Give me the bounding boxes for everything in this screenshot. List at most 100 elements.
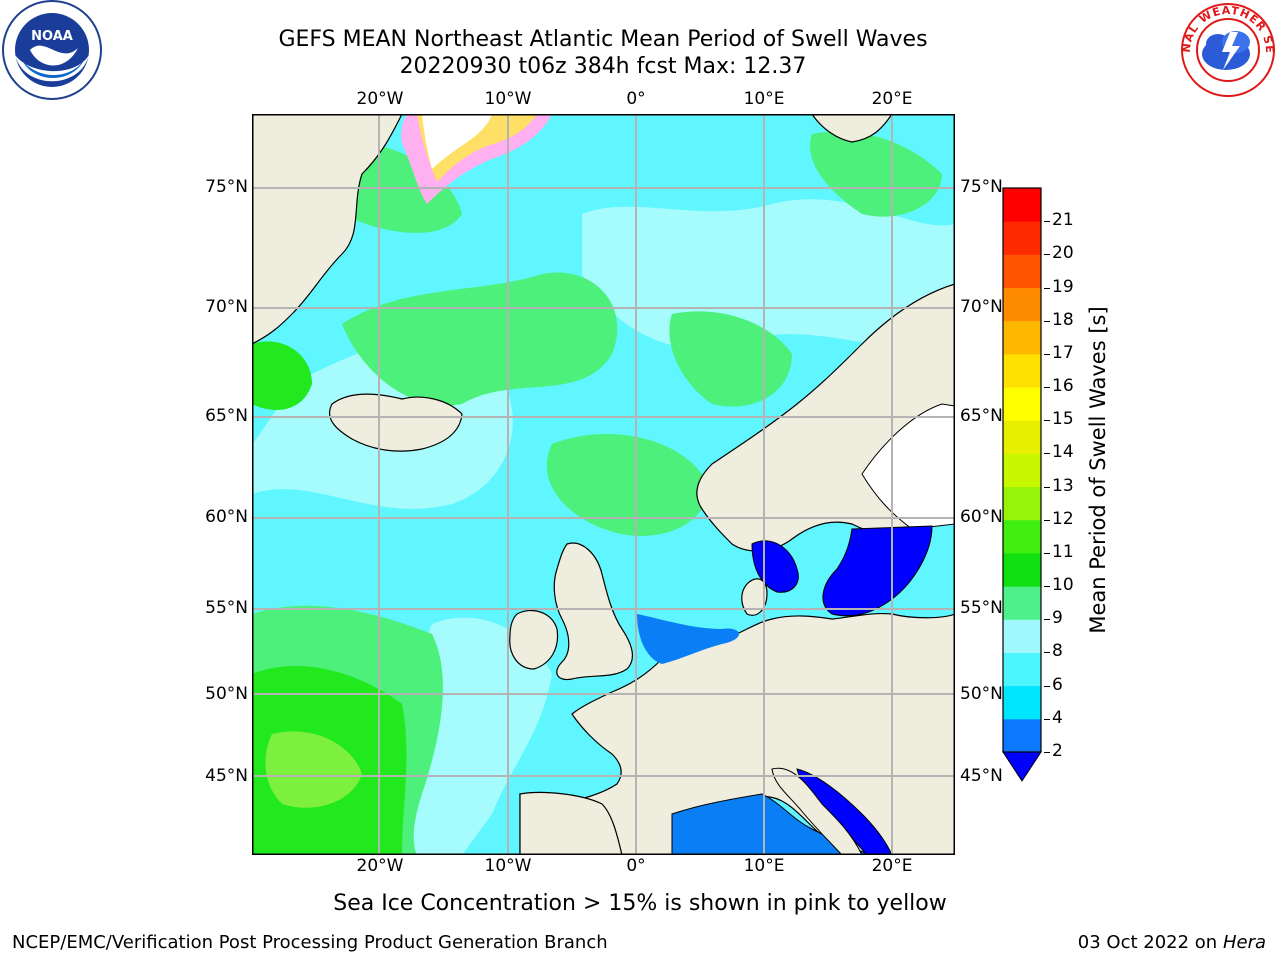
colorbar-tick-label: 13 bbox=[1052, 475, 1074, 496]
map-frame bbox=[252, 114, 955, 855]
lon-tick-top-20w: 20°W bbox=[356, 89, 404, 109]
colorbar-segment bbox=[1003, 387, 1041, 421]
lon-tick-top-0: 0° bbox=[626, 89, 646, 109]
land-greenland bbox=[252, 114, 403, 345]
colorbar-tick-label: 2 bbox=[1052, 741, 1063, 761]
colorbar-tick-label: 6 bbox=[1052, 674, 1063, 695]
footer-host: Hera bbox=[1222, 932, 1266, 953]
noaa-logo-text: NOAA bbox=[31, 29, 73, 44]
lon-tick-top-10e: 10°E bbox=[743, 89, 785, 109]
colorbar-tick-label: 12 bbox=[1052, 508, 1074, 529]
colorbar-tick-label: 11 bbox=[1052, 541, 1074, 562]
swell-zone-max bbox=[265, 731, 362, 808]
lat-tick-right-65n: 65°N bbox=[960, 406, 1003, 426]
lat-tick-left-45n: 45°N bbox=[205, 766, 248, 786]
land-svalbard bbox=[811, 114, 893, 143]
colorbar-tick-label: 14 bbox=[1052, 442, 1074, 463]
lat-tick-left-75n: 75°N bbox=[205, 177, 248, 197]
colorbar-tick-label: 21 bbox=[1052, 210, 1074, 231]
lat-tick-left-65n: 65°N bbox=[205, 406, 248, 426]
colorbar-tick-label: 18 bbox=[1052, 309, 1074, 330]
land-iberia bbox=[519, 791, 623, 855]
colorbar-segment bbox=[1003, 420, 1041, 454]
colorbar-tick-mark bbox=[1044, 685, 1050, 687]
land-great-britain bbox=[553, 542, 634, 681]
colorbar-segment bbox=[1003, 453, 1041, 488]
colorbar-tick-label: 4 bbox=[1052, 707, 1063, 728]
colorbar-tick-label: 20 bbox=[1052, 243, 1074, 264]
nws-logo: NATIONAL WEATHER SERVICE bbox=[1176, 0, 1275, 97]
colorbar-tick-mark bbox=[1044, 652, 1050, 654]
colorbar-segment bbox=[1003, 254, 1041, 289]
colorbar-segments bbox=[1003, 188, 1041, 753]
colorbar-segment bbox=[1003, 552, 1041, 587]
noaa-logo: NOAA bbox=[2, 0, 102, 100]
colorbar-tick-mark bbox=[1044, 453, 1050, 455]
land-iceland bbox=[329, 393, 463, 452]
colorbar-extend-arrow bbox=[1002, 751, 1042, 782]
swell-zone-light-2 bbox=[582, 199, 955, 349]
colorbar-tick-mark bbox=[1044, 552, 1050, 554]
colorbar-segment bbox=[1003, 586, 1041, 620]
lat-tick-right-50n: 50°N bbox=[960, 684, 1003, 704]
sea-north-sea-shelf bbox=[637, 614, 739, 664]
colorbar-tick-mark bbox=[1044, 221, 1050, 223]
colorbar-tick-label: 16 bbox=[1052, 376, 1074, 397]
lon-tick-bottom-20w: 20°W bbox=[356, 856, 404, 876]
swell-zone-green-norwegian bbox=[342, 272, 618, 406]
colorbar-tick-mark bbox=[1044, 718, 1050, 720]
sea-ice-caption: Sea Ice Concentration > 15% is shown in … bbox=[333, 891, 947, 916]
chart-title-line2: 20220930 t06z 384h fcst Max: 12.37 bbox=[399, 54, 807, 79]
lon-tick-top-10w: 10°W bbox=[484, 89, 532, 109]
colorbar-tick-mark bbox=[1044, 320, 1050, 322]
sea-ice-white bbox=[422, 114, 492, 169]
colorbar-tick-mark bbox=[1044, 519, 1050, 521]
lat-tick-left-50n: 50°N bbox=[205, 684, 248, 704]
colorbar-segment bbox=[1003, 685, 1041, 720]
colorbar-tick-mark bbox=[1044, 486, 1050, 488]
footer-right: 03 Oct 2022 on Hera bbox=[1078, 932, 1266, 953]
lat-tick-left-70n: 70°N bbox=[205, 297, 248, 317]
colorbar-tick-mark bbox=[1044, 619, 1050, 621]
colorbar-segment bbox=[1003, 221, 1041, 255]
colorbar-tick-mark bbox=[1044, 353, 1050, 355]
colorbar-title: Mean Period of Swell Waves [s] bbox=[1086, 306, 1110, 634]
lat-tick-right-60n: 60°N bbox=[960, 507, 1003, 527]
colorbar-tick-mark bbox=[1044, 254, 1050, 256]
land-continental-europe bbox=[519, 612, 955, 855]
colorbar-segment bbox=[1003, 619, 1041, 653]
colorbar bbox=[1002, 187, 1042, 782]
lat-tick-right-75n: 75°N bbox=[960, 177, 1003, 197]
swell-zone-deep-green-west bbox=[252, 341, 312, 410]
colorbar-tick-label: 8 bbox=[1052, 641, 1063, 662]
colorbar-segment bbox=[1003, 718, 1041, 753]
lon-tick-bottom-20e: 20°E bbox=[871, 856, 913, 876]
colorbar-segment bbox=[1003, 188, 1041, 222]
colorbar-tick-label: 10 bbox=[1052, 575, 1074, 596]
swell-zone-green-faroe bbox=[546, 434, 707, 536]
lat-tick-right-55n: 55°N bbox=[960, 598, 1003, 618]
lon-tick-top-20e: 20°E bbox=[871, 89, 913, 109]
colorbar-segment bbox=[1003, 287, 1041, 322]
colorbar-tick-mark bbox=[1044, 420, 1050, 422]
colorbar-tick-mark bbox=[1044, 387, 1050, 389]
lon-tick-bottom-10e: 10°E bbox=[743, 856, 785, 876]
colorbar-tick-label: 19 bbox=[1052, 276, 1074, 297]
colorbar-frame bbox=[1002, 187, 1042, 753]
chart-title-line1: GEFS MEAN Northeast Atlantic Mean Period… bbox=[278, 27, 928, 52]
swell-zone-green-3 bbox=[669, 311, 792, 407]
land-denmark bbox=[741, 578, 768, 616]
colorbar-tick-label: 17 bbox=[1052, 342, 1074, 363]
lat-tick-left-55n: 55°N bbox=[205, 598, 248, 618]
lon-tick-bottom-10w: 10°W bbox=[484, 856, 532, 876]
footer-date: 03 Oct 2022 on bbox=[1077, 932, 1223, 953]
land-finland-snow bbox=[861, 403, 955, 530]
colorbar-segment bbox=[1003, 519, 1041, 554]
swell-zone-green-barents bbox=[810, 131, 942, 217]
lon-tick-bottom-0: 0° bbox=[626, 856, 646, 876]
colorbar-tick-mark bbox=[1044, 586, 1050, 588]
colorbar-tick-label: 15 bbox=[1052, 409, 1074, 430]
colorbar-segment bbox=[1003, 320, 1041, 355]
colorbar-tick-label: 9 bbox=[1052, 608, 1063, 629]
graticule bbox=[252, 114, 955, 855]
